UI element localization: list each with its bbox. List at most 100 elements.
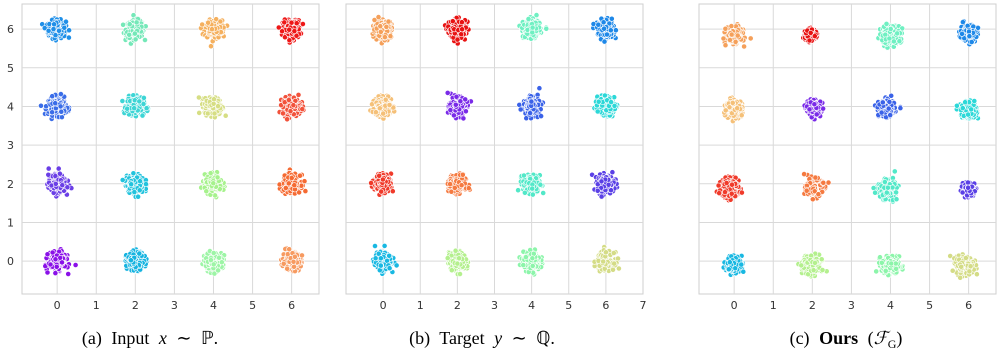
data-point [215,267,221,274]
x-tick-label: 7 [640,299,647,312]
data-point [211,96,217,103]
x-tick-label: 2 [454,299,461,312]
data-point [58,108,65,115]
data-point [458,31,465,38]
data-point [45,27,52,34]
data-point [288,175,295,181]
data-point [203,188,210,195]
data-point [56,27,62,34]
data-point [135,193,141,200]
data-point [293,20,300,27]
data-point [458,19,465,26]
data-point [52,270,59,276]
y-tick-label: 4 [7,100,14,113]
data-point [280,260,287,267]
data-point [199,21,206,28]
data-point [61,24,68,31]
data-point [209,26,215,33]
data-point [459,26,465,33]
data-point [449,18,456,25]
data-point [143,181,149,187]
x-tick-label: 3 [171,299,178,312]
data-point [285,180,292,187]
data-point [295,92,302,98]
x-tick-label: 0 [54,299,61,312]
data-point [196,110,203,116]
x-tick-label: 0 [380,299,387,312]
data-point [279,28,285,35]
data-point [136,98,143,105]
y-tick-label: 3 [7,139,14,152]
point-cluster [198,16,230,50]
data-point [47,261,54,268]
data-point [217,18,224,25]
data-point [454,36,461,43]
x-tick-label: 5 [565,299,572,312]
data-point [44,251,51,258]
data-point [63,18,69,25]
x-tick-label: 1 [93,299,100,312]
y-tick-label: 2 [7,178,14,191]
data-point [297,172,303,179]
data-point [290,102,297,109]
data-point [136,250,143,257]
data-point [140,95,147,101]
data-point [291,263,297,270]
data-point [385,18,392,25]
y-tick-label: 1 [7,216,14,229]
data-point [45,165,52,172]
data-point [128,257,134,264]
data-point [130,170,137,177]
data-point [52,180,59,187]
data-point [49,93,56,100]
y-tick-label: 5 [7,62,14,75]
data-point [387,33,394,39]
data-point [282,185,289,191]
data-point [377,28,384,35]
x-tick-label: 1 [417,299,424,312]
x-tick-label: 6 [288,299,295,312]
data-point [290,258,297,265]
data-point [119,177,126,183]
data-point [44,269,51,276]
data-point [50,26,57,32]
data-point [286,37,293,44]
data-point [288,19,295,26]
data-point [41,25,48,31]
plot-area [21,3,320,295]
point-cluster [120,12,149,47]
data-point [133,19,140,26]
data-point [131,189,138,195]
data-point [137,178,143,185]
data-point [126,21,133,28]
data-point [51,21,57,28]
data-point [211,110,218,117]
data-point [204,110,211,117]
data-point [132,36,139,43]
data-point [119,98,126,104]
x-tick-label: 4 [210,299,217,312]
data-point [543,25,550,32]
data-point [72,262,79,268]
data-point [57,103,64,110]
data-point [284,265,291,272]
data-point [52,256,59,263]
data-point [205,19,211,26]
data-point [222,112,229,119]
data-point [64,184,71,191]
data-point [195,94,202,101]
data-point [381,34,388,40]
data-point [136,187,143,194]
data-point [49,109,55,116]
data-point [59,114,65,120]
x-tick-label: 4 [528,299,535,312]
data-point [65,271,72,277]
data-point [210,250,217,256]
data-point [285,97,292,103]
data-point [291,253,298,260]
x-tick-label: 5 [249,299,256,312]
data-point [57,170,63,177]
data-point [38,102,44,109]
